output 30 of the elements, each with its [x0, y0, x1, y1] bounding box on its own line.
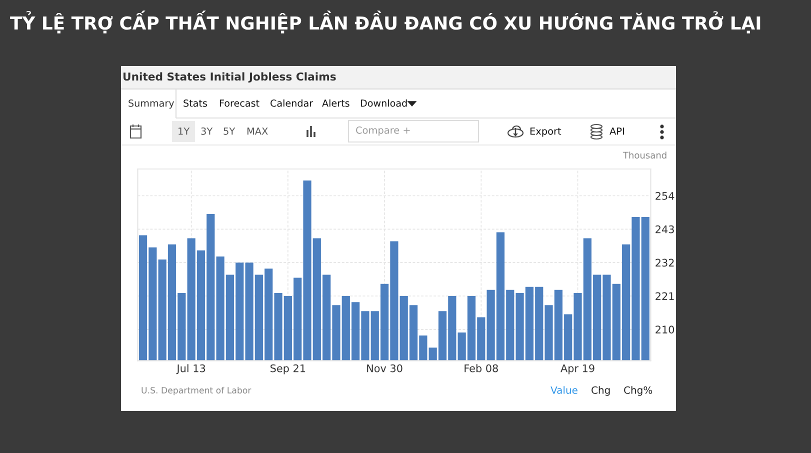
text: MAX — [247, 128, 268, 135]
y-tick-label: 243 — [656, 225, 674, 234]
text: Alerts — [322, 99, 350, 107]
x-tick-label: Jul 13 — [176, 364, 206, 374]
text: 3Y — [201, 127, 213, 135]
x-tick-label: Feb 08 — [464, 364, 498, 372]
chart-subtitle: United States Initial Jobless Claims — [123, 72, 336, 83]
text: API — [610, 128, 624, 135]
chart-title: TỶ LỆ TRỢ CẤP THẤT NGHIỆP LẦN ĐẦU ĐANG CÓ XU HƯỚNG TĂNG TRỞ LẠI — [10, 10, 760, 34]
y-tick-label: 254 — [656, 192, 674, 200]
text: Stats — [184, 100, 207, 107]
text: Export — [530, 128, 562, 137]
text: Chg — [592, 386, 610, 396]
x-tick-label: Apr 19 — [560, 364, 594, 374]
x-tick-label: Nov 30 — [367, 364, 402, 372]
text: 1Y — [178, 128, 190, 135]
text: Chg% — [624, 386, 652, 396]
text: Calendar — [270, 99, 314, 107]
text: Summary — [128, 100, 174, 109]
text: Download — [360, 99, 407, 107]
text: U.S. Department of Labor — [142, 386, 252, 396]
y-axis-title: Thousand — [622, 152, 666, 159]
x-tick-label: Sep 21 — [270, 364, 306, 374]
text: Forecast — [220, 100, 260, 107]
text: 5Y — [224, 128, 236, 135]
y-tick-label: 221 — [656, 292, 674, 300]
y-tick-label: 210 — [656, 326, 674, 334]
text: Compare + — [356, 126, 410, 136]
text: Value — [550, 386, 578, 394]
y-tick-label: 232 — [656, 258, 674, 267]
